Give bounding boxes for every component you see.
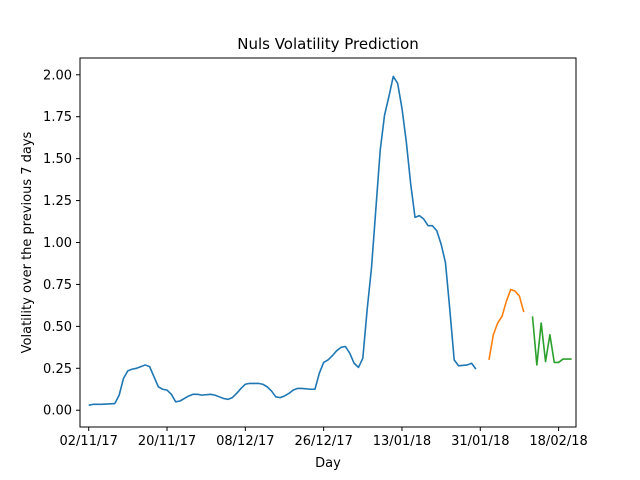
x-tick-label: 08/12/17 [216,434,274,449]
x-tick-label: 31/01/18 [451,434,509,449]
x-tick-label: 18/02/18 [529,434,587,449]
y-tick-label: 2.00 [43,68,72,83]
y-tick-label: 0.75 [43,278,72,293]
y-axis-label: Volatility over the previous 7 days [20,131,35,353]
series-line-2 [488,288,525,361]
y-tick-label: 0.25 [43,362,72,377]
y-tick-label: 0.00 [43,404,72,419]
plot-frame [79,57,577,428]
plot-area [88,75,572,406]
x-tick-label: 13/01/18 [373,434,431,449]
chart-title: Nuls Volatility Prediction [237,35,419,53]
series-line-3 [531,316,572,366]
y-tick-label: 1.75 [43,110,72,125]
x-tick-label: 20/11/17 [138,434,196,449]
x-axis-label: Day [315,456,341,471]
y-axis: 0.00 0.25 0.50 0.75 1.00 1.25 1.50 1.75 2.00 [43,68,80,419]
y-tick-label: 1.50 [43,152,72,167]
y-tick-label: 0.50 [43,320,72,335]
x-tick-label: 26/12/17 [294,434,352,449]
y-tick-label: 1.25 [43,194,72,209]
series-line-1 [88,75,477,406]
x-axis: 02/11/17 20/11/17 08/12/17 26/12/17 13/01/18… [60,427,588,449]
x-tick-label: 02/11/17 [60,434,118,449]
y-tick-label: 1.00 [43,236,72,251]
